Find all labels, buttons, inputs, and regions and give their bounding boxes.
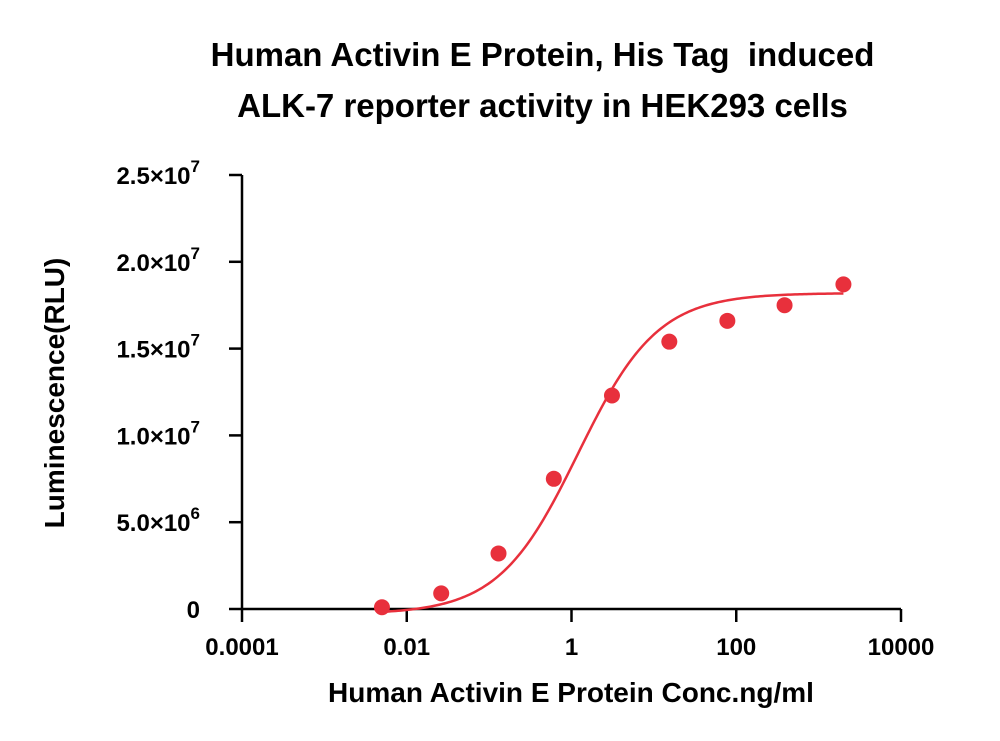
y-tick-label: 0	[187, 597, 200, 624]
data-point	[835, 276, 852, 293]
y-tick-label-exponent: 7	[191, 331, 200, 350]
data-point	[433, 585, 450, 602]
data-point	[490, 545, 507, 562]
y-tick-label: 1.5×107	[116, 331, 200, 364]
data-point	[545, 470, 562, 487]
data-point	[719, 312, 736, 329]
y-tick-label: 2.5×107	[116, 157, 200, 190]
x-ticks: 0.0001 0.01 1 100 10000	[205, 609, 934, 661]
data-points	[373, 276, 852, 616]
chart-title-line-2: ALK-7 reporter activity in HEK293 cells	[237, 87, 848, 124]
axes	[240, 175, 901, 611]
fit-curve	[381, 292, 844, 614]
y-tick-label-base: 2.0×10	[116, 250, 190, 277]
data-point	[373, 599, 390, 616]
data-point	[603, 387, 620, 404]
x-tick-label: 0.0001	[205, 634, 278, 661]
y-tick-label-base: 1.5×10	[116, 337, 190, 364]
y-tick-label-base: 5.0×10	[116, 510, 190, 537]
x-tick-label: 0.01	[383, 634, 430, 661]
y-tick-label-base: 0	[187, 597, 200, 624]
y-tick-label: 5.0×106	[116, 504, 200, 537]
chart-title-line-1: Human Activin E Protein, His Tag induced	[210, 36, 875, 73]
data-point	[661, 333, 678, 350]
x-tick-label: 100	[716, 634, 756, 661]
x-tick-label: 1	[565, 634, 578, 661]
y-tick-label-exponent: 7	[191, 417, 200, 436]
y-tick-label: 2.0×107	[116, 244, 200, 277]
y-tick-label-exponent: 7	[191, 157, 200, 176]
y-tick-label-exponent: 6	[191, 504, 200, 523]
data-point	[776, 297, 793, 314]
y-tick-label-base: 2.5×10	[116, 163, 190, 190]
y-tick-label-base: 1.0×10	[116, 423, 190, 450]
y-tick-label: 1.0×107	[116, 417, 200, 450]
x-axis-title: Human Activin E Protein Conc.ng/ml	[328, 677, 814, 708]
y-tick-label-exponent: 7	[191, 244, 200, 263]
x-tick-label: 10000	[868, 634, 935, 661]
y-axis-title: Luminescence(RLU)	[39, 258, 70, 529]
